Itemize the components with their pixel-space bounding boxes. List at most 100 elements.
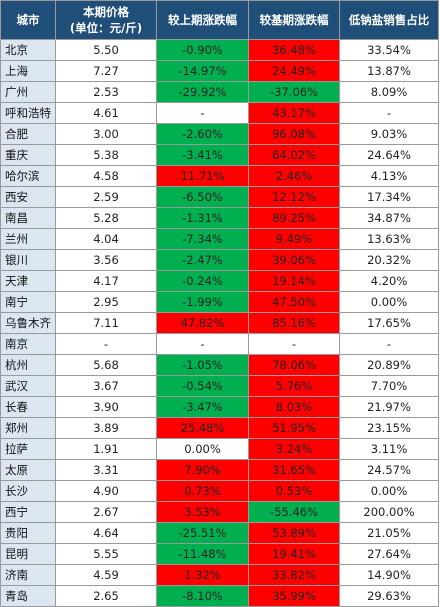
price-cell: 2.67 — [55, 501, 157, 523]
price-cell: 4.61 — [55, 102, 157, 124]
mom-change-cell: -0.90% — [156, 39, 249, 61]
price-cell: 5.50 — [55, 39, 157, 61]
yoy-change-cell: 0.53% — [248, 480, 340, 502]
yoy-change-cell: 19.41% — [248, 543, 340, 565]
mom-change-cell: -2.60% — [156, 123, 249, 145]
share-cell: 14.90% — [339, 564, 439, 586]
price-cell: 7.27 — [55, 60, 157, 82]
share-cell: 23.15% — [339, 417, 439, 439]
yoy-change-cell: 5.76% — [248, 375, 340, 397]
header-city: 城市 — [0, 0, 56, 40]
mom-change-cell: - — [156, 102, 249, 124]
table-row: 南昌 5.28 -1.31% 89.25% 34.87% — [0, 207, 439, 229]
mom-change-cell: -6.50% — [156, 186, 249, 208]
share-cell: 24.57% — [339, 459, 439, 481]
share-cell: 4.20% — [339, 270, 439, 292]
city-cell: 西宁 — [0, 501, 56, 523]
price-cell: - — [55, 333, 157, 355]
yoy-change-cell: 2.46% — [248, 165, 340, 187]
city-cell: 贵阳 — [0, 522, 56, 544]
city-cell: 银川 — [0, 249, 56, 271]
city-cell: 兰州 — [0, 228, 56, 250]
yoy-change-cell: 89.25% — [248, 207, 340, 229]
mom-change-cell: -2.47% — [156, 249, 249, 271]
city-cell: 青岛 — [0, 585, 56, 607]
share-cell: 3.11% — [339, 438, 439, 460]
mom-change-cell: 0.73% — [156, 480, 249, 502]
table-row: 济南 4.59 1.32% 33.82% 14.90% — [0, 564, 439, 586]
city-cell: 乌鲁木齐 — [0, 312, 56, 334]
yoy-change-cell: -55.46% — [248, 501, 340, 523]
mom-change-cell: -0.24% — [156, 270, 249, 292]
table-row: 西安 2.59 -6.50% 12.12% 17.34% — [0, 186, 439, 208]
share-cell: 33.54% — [339, 39, 439, 61]
city-cell: 长沙 — [0, 480, 56, 502]
yoy-change-cell: 19.14% — [248, 270, 340, 292]
share-cell: 20.32% — [339, 249, 439, 271]
city-cell: 郑州 — [0, 417, 56, 439]
header-row: 城市 本期价格 (单位：元/斤) 较上期涨跌幅 较基期涨跌幅 低钠盐销售占比 — [0, 0, 439, 40]
mom-change-cell: 0.00% — [156, 438, 249, 460]
mom-change-cell: 3.53% — [156, 501, 249, 523]
city-cell: 合肥 — [0, 123, 56, 145]
mom-change-cell: 1.32% — [156, 564, 249, 586]
mom-change-cell: -1.05% — [156, 354, 249, 376]
share-cell: 34.87% — [339, 207, 439, 229]
mom-change-cell: 7.90% — [156, 459, 249, 481]
table-row: 合肥 3.00 -2.60% 96.08% 9.03% — [0, 123, 439, 145]
mom-change-cell: -8.10% — [156, 585, 249, 607]
price-cell: 4.90 — [55, 480, 157, 502]
mom-change-cell: 25.48% — [156, 417, 249, 439]
city-cell: 长春 — [0, 396, 56, 418]
header-mom-change: 较上期涨跌幅 — [156, 0, 249, 40]
city-cell: 济南 — [0, 564, 56, 586]
share-cell: 17.65% — [339, 312, 439, 334]
share-cell: 17.34% — [339, 186, 439, 208]
share-cell: 0.00% — [339, 480, 439, 502]
yoy-change-cell: 51.95% — [248, 417, 340, 439]
table-row: 哈尔滨 4.58 11.71% 2.46% 4.13% — [0, 165, 439, 187]
price-cell: 2.95 — [55, 291, 157, 313]
mom-change-cell: -29.92% — [156, 81, 249, 103]
city-cell: 重庆 — [0, 144, 56, 166]
price-cell: 3.00 — [55, 123, 157, 145]
table-header: 城市 本期价格 (单位：元/斤) 较上期涨跌幅 较基期涨跌幅 低钠盐销售占比 — [0, 0, 439, 40]
table-row: 昆明 5.55 -11.48% 19.41% 27.64% — [0, 543, 439, 565]
city-cell: 杭州 — [0, 354, 56, 376]
mom-change-cell: -7.34% — [156, 228, 249, 250]
header-low-sodium-share: 低钠盐销售占比 — [339, 0, 439, 40]
price-cell: 5.28 — [55, 207, 157, 229]
yoy-change-cell: 9.49% — [248, 228, 340, 250]
yoy-change-cell: 3.24% — [248, 438, 340, 460]
yoy-change-cell: 24.49% — [248, 60, 340, 82]
table-row: 郑州 3.89 25.48% 51.95% 23.15% — [0, 417, 439, 439]
share-cell: 27.64% — [339, 543, 439, 565]
table-row: 上海 7.27 -14.97% 24.49% 13.87% — [0, 60, 439, 82]
mom-change-cell: -3.41% — [156, 144, 249, 166]
table-row: 贵阳 4.64 -25.51% 53.89% 21.05% — [0, 522, 439, 544]
share-cell: 7.70% — [339, 375, 439, 397]
mom-change-cell: -25.51% — [156, 522, 249, 544]
mom-change-cell: -1.31% — [156, 207, 249, 229]
share-cell: 20.89% — [339, 354, 439, 376]
price-cell: 3.31 — [55, 459, 157, 481]
price-cell: 2.53 — [55, 81, 157, 103]
yoy-change-cell: 53.89% — [248, 522, 340, 544]
mom-change-cell: 11.71% — [156, 165, 249, 187]
yoy-change-cell: 96.08% — [248, 123, 340, 145]
yoy-change-cell: 47.50% — [248, 291, 340, 313]
yoy-change-cell: 33.82% — [248, 564, 340, 586]
table-row: 杭州 5.68 -1.05% 78.06% 20.89% — [0, 354, 439, 376]
table-row: 武汉 3.67 -0.54% 5.76% 7.70% — [0, 375, 439, 397]
share-cell: - — [339, 102, 439, 124]
mom-change-cell: -14.97% — [156, 60, 249, 82]
price-cell: 3.67 — [55, 375, 157, 397]
share-cell: 200.00% — [339, 501, 439, 523]
price-cell: 5.68 — [55, 354, 157, 376]
table-row: 乌鲁木齐 7.11 47.82% 85.16% 17.65% — [0, 312, 439, 334]
share-cell: 0.00% — [339, 291, 439, 313]
city-cell: 南昌 — [0, 207, 56, 229]
mom-change-cell: -11.48% — [156, 543, 249, 565]
price-cell: 3.90 — [55, 396, 157, 418]
